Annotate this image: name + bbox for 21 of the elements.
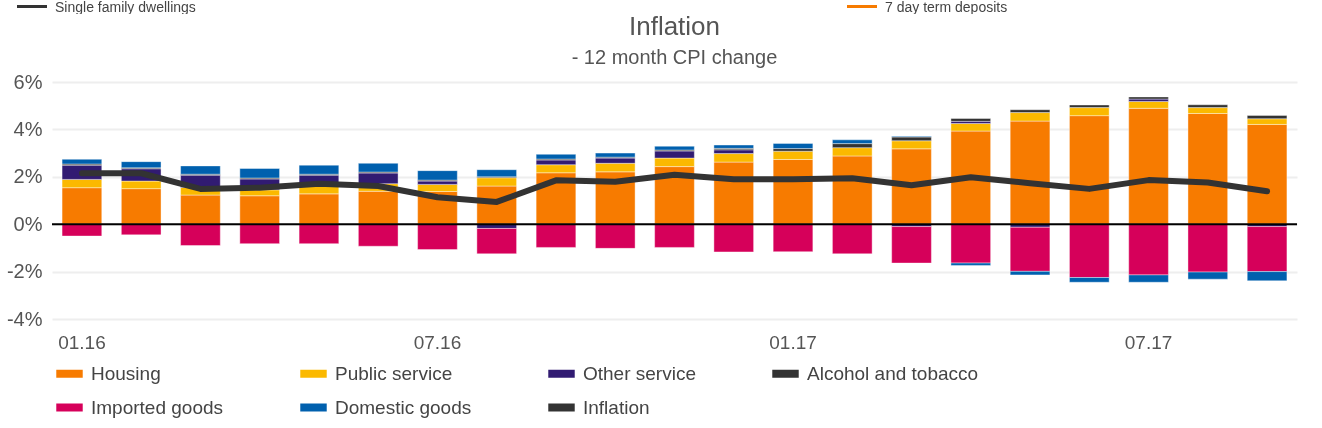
legend-label: Alcohol and tobacco [807,362,979,384]
legend-label: Inflation [583,396,650,418]
y-tick-label: -2% [6,260,43,283]
legend-label: Housing [91,362,161,384]
chart-title: Inflation [628,11,721,41]
y-tick-label: 0% [13,212,43,235]
text: 7 day term deposits [885,0,1008,15]
text: Single family dwellings [55,0,196,15]
legend-label: Domestic goods [335,396,472,418]
x-tick-label: 01.17 [769,331,817,353]
x-tick-label: 07.17 [1124,331,1173,353]
y-tick-label: 6% [13,70,43,93]
x-tick-label: 01.16 [58,331,106,353]
legend-label: Imported goods [91,396,224,418]
y-tick-label: -4% [6,307,43,330]
legend-label: Other service [583,362,696,384]
y-tick-label: 4% [13,117,43,140]
chart-subtitle: - 12 month CPI change [571,46,778,68]
legend-label: Public service [335,362,453,384]
x-tick-label: 07.16 [413,331,462,353]
y-tick-label: 2% [13,165,43,188]
